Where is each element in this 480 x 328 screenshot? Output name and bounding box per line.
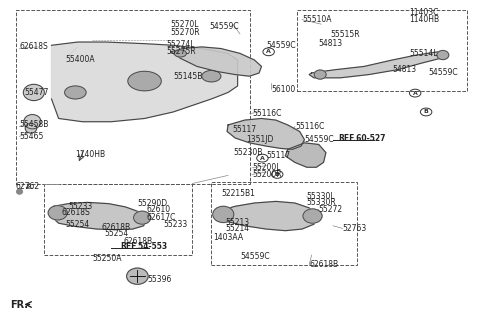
Polygon shape [171, 47, 262, 76]
Text: 55270R: 55270R [171, 28, 201, 37]
Text: FR.: FR. [10, 300, 28, 311]
Text: 62762: 62762 [16, 182, 40, 191]
Polygon shape [51, 42, 238, 122]
Text: 55274L: 55274L [166, 40, 194, 49]
Bar [211, 182, 357, 265]
Text: A: A [260, 156, 265, 161]
Ellipse shape [133, 211, 151, 224]
Text: 56100: 56100 [271, 85, 295, 94]
Text: 55200L: 55200L [252, 163, 280, 173]
Text: 55230B: 55230B [234, 148, 263, 157]
Polygon shape [51, 202, 147, 230]
Text: 55233: 55233 [164, 220, 188, 229]
Text: A: A [266, 49, 271, 54]
Ellipse shape [65, 86, 86, 99]
Text: 54559C: 54559C [304, 135, 334, 144]
Ellipse shape [174, 50, 186, 57]
Text: B: B [424, 110, 429, 114]
Ellipse shape [128, 71, 161, 91]
Text: 54559C: 54559C [209, 22, 239, 31]
Text: 55477: 55477 [24, 88, 48, 97]
Text: 55214: 55214 [226, 224, 250, 233]
Text: 55290D: 55290D [137, 198, 168, 208]
Text: 62618S: 62618S [20, 42, 48, 51]
Text: 55250A: 55250A [92, 254, 121, 263]
Text: 62618B: 62618B [123, 237, 152, 246]
Text: 55233: 55233 [68, 202, 93, 211]
Text: REF.60-527: REF.60-527 [338, 134, 385, 143]
Ellipse shape [24, 114, 41, 129]
Polygon shape [285, 143, 326, 167]
Text: 55272: 55272 [319, 205, 343, 214]
Text: 11403C: 11403C [409, 8, 439, 17]
Polygon shape [227, 118, 304, 149]
Text: 62610: 62610 [147, 205, 171, 214]
Ellipse shape [202, 71, 221, 82]
Text: 55117: 55117 [233, 125, 257, 134]
Bar [44, 183, 192, 255]
Text: 55254: 55254 [66, 220, 90, 229]
Text: 55145B: 55145B [173, 72, 203, 81]
Ellipse shape [303, 209, 322, 223]
Text: B: B [275, 172, 280, 177]
Text: 52763: 52763 [343, 224, 367, 233]
Text: 52215B1: 52215B1 [221, 189, 255, 198]
Ellipse shape [17, 189, 23, 194]
Text: 55116C: 55116C [295, 122, 324, 131]
Ellipse shape [213, 206, 234, 222]
Text: 62618B: 62618B [102, 223, 131, 232]
Text: 55396: 55396 [147, 275, 171, 284]
Text: 55514L: 55514L [409, 49, 438, 58]
Ellipse shape [127, 268, 148, 284]
Text: 55330L: 55330L [307, 192, 336, 201]
Polygon shape [216, 201, 316, 231]
Text: 55200R: 55200R [252, 170, 282, 179]
Text: 55254: 55254 [104, 229, 128, 238]
Text: 62618B: 62618B [309, 260, 338, 269]
Text: A: A [413, 91, 418, 95]
Text: 55510A: 55510A [302, 15, 332, 24]
Text: 55117: 55117 [266, 151, 290, 160]
Text: 55400A: 55400A [66, 55, 96, 64]
Text: 1403AA: 1403AA [213, 233, 243, 242]
Text: 55465: 55465 [20, 132, 44, 141]
Text: 55213: 55213 [226, 218, 250, 227]
Text: 55270L: 55270L [171, 20, 199, 29]
Text: 55330R: 55330R [307, 198, 336, 207]
Text: 55275R: 55275R [166, 47, 196, 56]
Text: 62618S: 62618S [61, 208, 90, 216]
Text: 62617C: 62617C [147, 213, 176, 222]
Bar [16, 10, 250, 183]
Text: 54813: 54813 [393, 65, 417, 74]
Text: 1351JD: 1351JD [246, 135, 274, 144]
Text: 1140HB: 1140HB [75, 150, 106, 159]
Text: 55116C: 55116C [252, 109, 281, 118]
Bar [297, 10, 467, 91]
Polygon shape [309, 52, 447, 78]
Text: 54559C: 54559C [266, 41, 296, 50]
Ellipse shape [25, 123, 36, 133]
Text: 54813: 54813 [319, 39, 343, 48]
Text: REF.54-553: REF.54-553 [120, 242, 168, 252]
Text: 54559C: 54559C [429, 69, 458, 77]
Ellipse shape [437, 51, 449, 60]
Text: 55458B: 55458B [20, 120, 49, 130]
Text: 54559C: 54559C [240, 252, 270, 261]
Ellipse shape [314, 70, 326, 79]
Text: 55515R: 55515R [331, 30, 360, 39]
Ellipse shape [24, 84, 44, 101]
Ellipse shape [48, 206, 67, 220]
Text: 1140HB: 1140HB [409, 15, 440, 24]
